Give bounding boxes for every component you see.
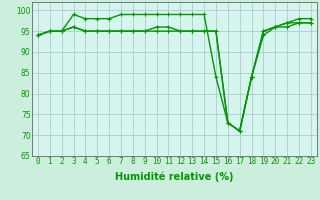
X-axis label: Humidité relative (%): Humidité relative (%) [115, 172, 234, 182]
